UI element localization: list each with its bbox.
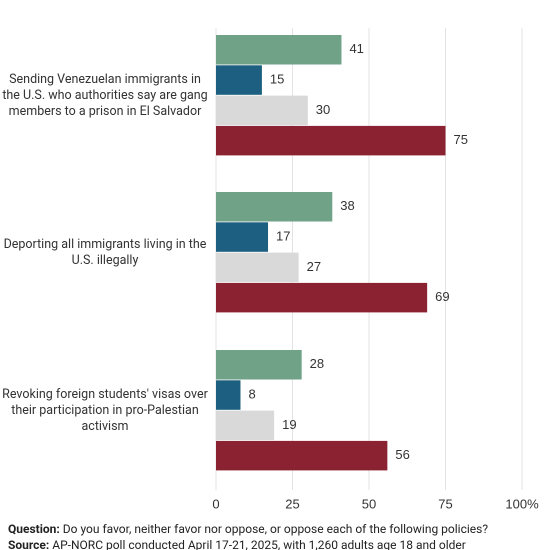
value-label: 56: [395, 447, 409, 462]
value-label: 17: [276, 228, 290, 243]
value-label: 28: [310, 356, 324, 371]
bar: [216, 125, 446, 156]
source: Source: AP-NORC poll conducted April 17-…: [8, 538, 466, 550]
bar: [216, 380, 241, 410]
value-label: 30: [316, 102, 330, 117]
question: Question: Do you favor, neither favor no…: [8, 522, 488, 536]
category-label: Revoking foreign students' visas over th…: [2, 386, 208, 434]
source-label: Source:: [8, 538, 50, 550]
bar: [216, 192, 333, 222]
value-label: 8: [248, 386, 255, 401]
category-label: Sending Venezuelan immigrants in the U.S…: [2, 71, 208, 119]
value-label: 19: [282, 417, 296, 432]
bar: [216, 282, 428, 313]
x-tick-label: 25: [285, 496, 299, 511]
bar: [216, 35, 342, 65]
bar: [216, 65, 262, 95]
source-text: AP-NORC poll conducted April 17-21, 2025…: [52, 538, 466, 550]
bar: [216, 440, 388, 471]
value-label: 27: [307, 259, 321, 274]
bar: [216, 95, 308, 126]
bar: [216, 410, 275, 441]
value-label: 15: [270, 71, 284, 86]
bar: [216, 252, 299, 283]
bar: [216, 222, 269, 252]
value-label: 41: [349, 41, 363, 56]
bar: [216, 350, 302, 380]
x-tick-label: 100%: [505, 496, 539, 511]
value-label: 75: [454, 132, 468, 147]
x-tick-label: 75: [438, 496, 452, 511]
value-label: 38: [340, 198, 354, 213]
question-label: Question:: [8, 522, 60, 536]
question-text: Do you favor, neither favor nor oppose, …: [62, 522, 489, 536]
x-tick-label: 50: [362, 496, 376, 511]
value-label: 69: [435, 289, 449, 304]
x-tick-label: 0: [212, 496, 219, 511]
category-label: Deporting all immigrants living in the U…: [3, 236, 207, 268]
chart: 0 25 50 75 100% 41 15 30 75 38 17 27 69 28 8 19 56: [212, 28, 539, 511]
